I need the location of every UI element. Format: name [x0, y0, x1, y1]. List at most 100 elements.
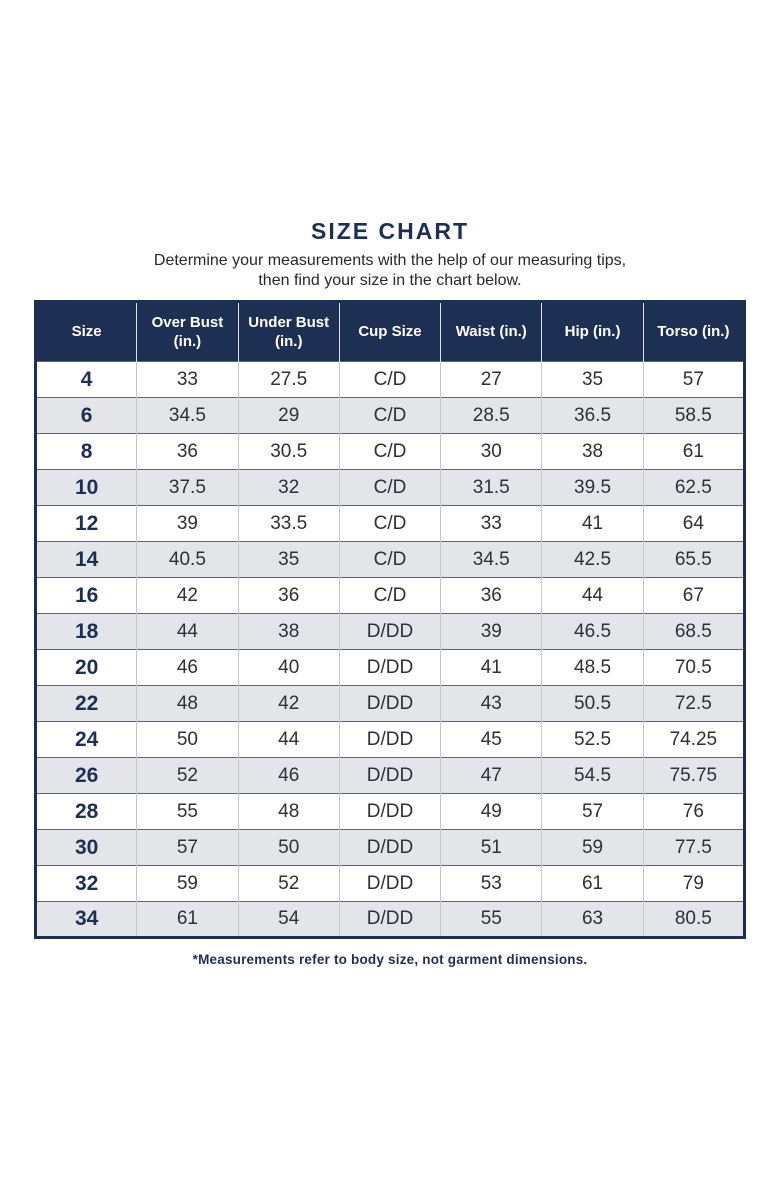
value-cell: 77.5	[642, 829, 745, 866]
value-cell: 35	[541, 361, 644, 398]
value-cell: 48.5	[541, 649, 644, 686]
value-cell: 61	[642, 433, 745, 470]
table-row: 24 50 44 D/DD 45 52.5 74.25	[35, 721, 745, 758]
value-cell: 36	[136, 433, 239, 470]
value-cell: 67	[642, 577, 745, 614]
value-cell: 43	[440, 685, 542, 722]
value-cell: 50	[237, 829, 340, 866]
table-row: 14 40.5 35 C/D 34.5 42.5 65.5	[35, 541, 745, 578]
page-title: SIZE CHART	[311, 218, 469, 244]
value-cell: 37.5	[136, 469, 239, 506]
value-cell: 38	[237, 613, 340, 650]
value-cell: 44	[136, 613, 239, 650]
value-cell: 48	[237, 793, 340, 830]
size-cell: 12	[35, 505, 137, 542]
value-cell: 62.5	[642, 469, 745, 506]
table-body: 4 33 27.5 C/D 27 35 57 6 34.5 29 C/D 28.5 36.5 58.5 8 3…	[35, 361, 745, 938]
value-cell: 61	[541, 865, 644, 902]
value-cell: 46.5	[541, 613, 644, 650]
value-cell: 52.5	[541, 721, 644, 758]
value-cell: C/D	[338, 361, 441, 398]
table-row: 10 37.5 32 C/D 31.5 39.5 62.5	[35, 469, 745, 506]
value-cell: 52	[237, 865, 340, 902]
value-cell: 27	[440, 361, 542, 398]
value-cell: 54.5	[541, 757, 644, 794]
value-cell: 42.5	[541, 541, 644, 578]
table-row: 28 55 48 D/DD 49 57 76	[35, 793, 745, 830]
value-cell: 34.5	[136, 397, 239, 434]
value-cell: D/DD	[338, 829, 441, 866]
value-cell: 64	[642, 505, 745, 542]
size-cell: 8	[35, 433, 137, 470]
value-cell: 75.75	[642, 757, 745, 794]
value-cell: D/DD	[338, 757, 441, 794]
table-row: 22 48 42 D/DD 43 50.5 72.5	[35, 685, 745, 722]
value-cell: 41	[440, 649, 542, 686]
value-cell: D/DD	[338, 649, 441, 686]
value-cell: D/DD	[338, 865, 441, 902]
value-cell: 40.5	[136, 541, 239, 578]
value-cell: 50	[136, 721, 239, 758]
value-cell: 59	[136, 865, 239, 902]
value-cell: 31.5	[440, 469, 542, 506]
value-cell: 36	[237, 577, 340, 614]
value-cell: 29	[237, 397, 340, 434]
column-header: Waist (in.)	[440, 301, 542, 362]
table-row: 16 42 36 C/D 36 44 67	[35, 577, 745, 614]
table-header-row: Size Over Bust (in.) Under Bust (in.) Cup S…	[35, 301, 745, 362]
value-cell: 51	[440, 829, 542, 866]
table-row: 6 34.5 29 C/D 28.5 36.5 58.5	[35, 397, 745, 434]
column-header: Torso (in.)	[642, 301, 745, 362]
value-cell: 39.5	[541, 469, 644, 506]
value-cell: 61	[136, 901, 239, 938]
value-cell: 68.5	[642, 613, 745, 650]
size-cell: 30	[35, 829, 137, 866]
column-header: Size	[35, 301, 137, 362]
size-cell: 6	[35, 397, 137, 434]
value-cell: 53	[440, 865, 542, 902]
table-row: 4 33 27.5 C/D 27 35 57	[35, 361, 745, 398]
value-cell: 57	[136, 829, 239, 866]
value-cell: 79	[642, 865, 745, 902]
value-cell: 42	[237, 685, 340, 722]
value-cell: 80.5	[642, 901, 745, 938]
value-cell: 76	[642, 793, 745, 830]
size-chart-table: Size Over Bust (in.) Under Bust (in.) Cup S…	[34, 300, 746, 939]
value-cell: C/D	[338, 541, 441, 578]
table-row: 26 52 46 D/DD 47 54.5 75.75	[35, 757, 745, 794]
value-cell: D/DD	[338, 613, 441, 650]
size-cell: 24	[35, 721, 137, 758]
value-cell: 30.5	[237, 433, 340, 470]
value-cell: 36.5	[541, 397, 644, 434]
size-cell: 34	[35, 901, 137, 938]
value-cell: 44	[237, 721, 340, 758]
value-cell: C/D	[338, 505, 441, 542]
value-cell: C/D	[338, 469, 441, 506]
table-row: 8 36 30.5 C/D 30 38 61	[35, 433, 745, 470]
value-cell: 65.5	[642, 541, 745, 578]
value-cell: C/D	[338, 397, 441, 434]
size-cell: 32	[35, 865, 137, 902]
table-row: 34 61 54 D/DD 55 63 80.5	[35, 901, 745, 938]
value-cell: 32	[237, 469, 340, 506]
table-row: 12 39 33.5 C/D 33 41 64	[35, 505, 745, 542]
size-cell: 26	[35, 757, 137, 794]
value-cell: D/DD	[338, 685, 441, 722]
value-cell: 30	[440, 433, 542, 470]
value-cell: 55	[440, 901, 542, 938]
value-cell: 57	[541, 793, 644, 830]
value-cell: 52	[136, 757, 239, 794]
subtitle: Determine your measurements with the hel…	[0, 251, 780, 291]
value-cell: 40	[237, 649, 340, 686]
value-cell: 39	[136, 505, 239, 542]
table-row: 18 44 38 D/DD 39 46.5 68.5	[35, 613, 745, 650]
size-cell: 18	[35, 613, 137, 650]
size-cell: 22	[35, 685, 137, 722]
subtitle-line-2: then find your size in the chart below.	[258, 272, 522, 289]
value-cell: 34.5	[440, 541, 542, 578]
value-cell: 47	[440, 757, 542, 794]
value-cell: 28.5	[440, 397, 542, 434]
value-cell: 38	[541, 433, 644, 470]
table-header: Size Over Bust (in.) Under Bust (in.) Cup S…	[35, 301, 745, 362]
